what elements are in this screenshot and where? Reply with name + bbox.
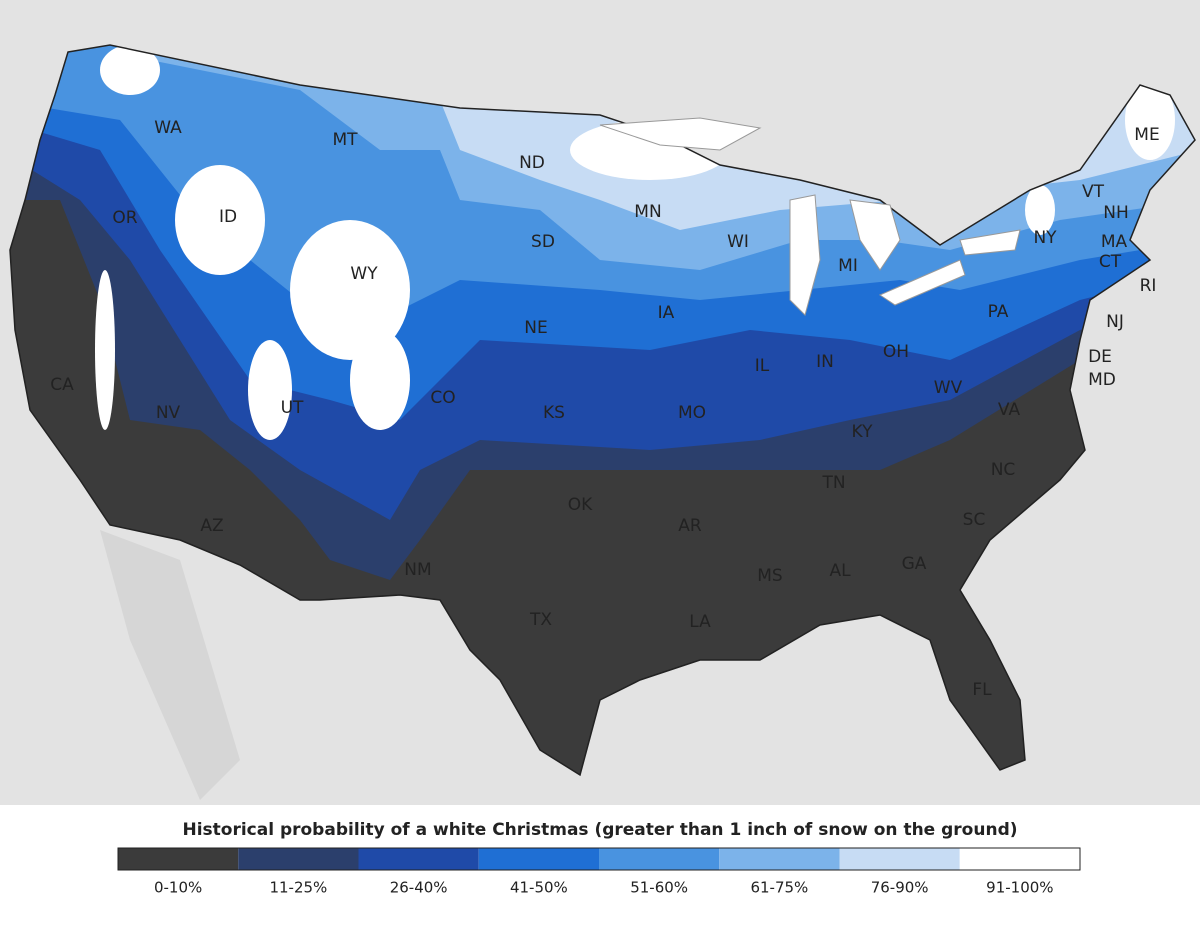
legend-swatch	[599, 848, 720, 870]
state-label: UT	[281, 398, 304, 418]
state-label: PA	[988, 302, 1009, 322]
state-label: CT	[1099, 252, 1122, 272]
state-label: NC	[991, 460, 1016, 480]
state-label: MS	[757, 566, 782, 586]
state-label: NJ	[1106, 312, 1124, 332]
legend-label: 0-10%	[154, 879, 202, 897]
state-label: RI	[1140, 276, 1157, 296]
state-label: OH	[883, 342, 909, 362]
state-labels: WA OR CA ID NV MT WY UT AZ CO NM ND SD NE KS OK TX MN IA MO…	[50, 118, 1159, 700]
state-label: FL	[972, 680, 992, 700]
state-label: NE	[524, 318, 547, 338]
state-label: VT	[1082, 182, 1105, 202]
state-label: IA	[658, 303, 675, 323]
legend-swatch	[839, 848, 960, 870]
state-label: NY	[1033, 228, 1057, 248]
state-label: WI	[727, 232, 749, 252]
legend-swatch	[238, 848, 359, 870]
state-label: GA	[902, 554, 927, 574]
state-label: VA	[998, 400, 1021, 420]
snow-zone	[350, 330, 410, 430]
snow-zone	[1025, 185, 1055, 235]
state-label: OR	[112, 208, 137, 228]
snow-zone	[100, 45, 160, 95]
state-label: CA	[50, 375, 74, 395]
snow-zone	[175, 165, 265, 275]
state-label: OK	[568, 495, 593, 515]
lake-huron	[849, 199, 901, 271]
legend-label: 76-90%	[871, 879, 929, 897]
snow-zone	[1125, 80, 1175, 160]
state-label: KY	[852, 422, 874, 442]
lake-michigan	[789, 194, 821, 316]
legend-label: 61-75%	[750, 879, 808, 897]
snow-zone	[95, 270, 115, 430]
legend-swatch	[719, 848, 840, 870]
state-label: TN	[821, 473, 845, 493]
legend-swatch	[478, 848, 599, 870]
legend-label: 51-60%	[630, 879, 688, 897]
state-label: MD	[1088, 370, 1116, 390]
legend-title: Historical probability of a white Christ…	[182, 820, 1017, 840]
state-label: AZ	[200, 516, 223, 536]
state-label: LA	[689, 612, 711, 632]
state-label: NH	[1103, 203, 1129, 223]
legend-swatch	[959, 848, 1080, 870]
state-label: TX	[529, 610, 552, 630]
state-label: WY	[350, 264, 378, 284]
legend-label: 91-100%	[986, 879, 1053, 897]
legend-label: 26-40%	[390, 879, 448, 897]
state-label: ME	[1134, 125, 1159, 145]
lake-superior	[599, 117, 762, 151]
state-label: MO	[678, 403, 706, 423]
state-label: WA	[154, 118, 182, 138]
legend-swatch	[118, 848, 239, 870]
state-label: SC	[963, 510, 986, 530]
state-label: AL	[829, 561, 851, 581]
legend-label: 41-50%	[510, 879, 568, 897]
legend-label: 11-25%	[269, 879, 327, 897]
state-label: CO	[430, 388, 455, 408]
lake-erie	[878, 259, 966, 306]
snow-zone	[290, 220, 410, 360]
state-label: SD	[531, 232, 555, 252]
legend-border	[117, 847, 1081, 871]
legend: 0-10% 11-25% 26-40% 41-50% 51-60% 61-75% 76-90…	[117, 847, 1081, 897]
state-label: NM	[404, 560, 431, 580]
state-label: MA	[1101, 232, 1128, 252]
state-label: IL	[755, 356, 770, 376]
state-label: NV	[156, 403, 181, 423]
state-label: MT	[332, 130, 358, 150]
state-label: MI	[838, 256, 858, 276]
legend-swatch	[358, 848, 479, 870]
baja	[100, 530, 240, 800]
state-label: WV	[934, 378, 963, 398]
state-label: ND	[519, 153, 545, 173]
state-label: AR	[678, 516, 702, 536]
lake-ontario	[959, 229, 1021, 256]
state-label: KS	[543, 403, 565, 423]
snow-zone	[248, 340, 292, 440]
state-label: IN	[816, 352, 834, 372]
state-label: ID	[219, 207, 237, 227]
state-label: MN	[634, 202, 661, 222]
great-lakes	[599, 117, 1021, 316]
state-label: DE	[1088, 347, 1112, 367]
